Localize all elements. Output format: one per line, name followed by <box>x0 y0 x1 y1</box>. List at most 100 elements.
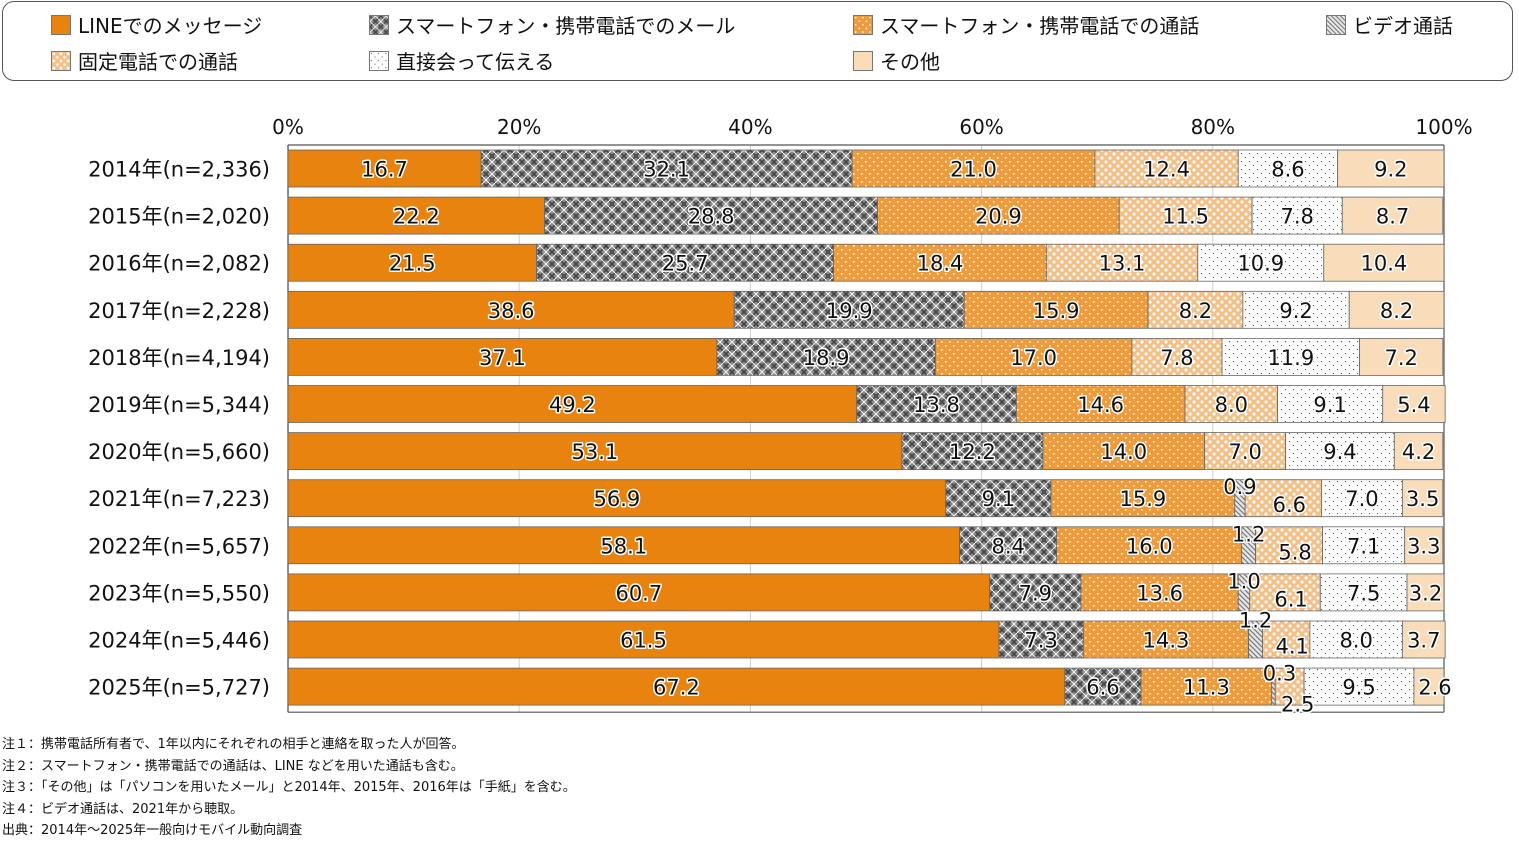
data-label: 13.8 <box>913 393 960 417</box>
legend-swatch-line <box>51 14 71 35</box>
category-label: 2014年(n=2,336) <box>88 158 270 182</box>
bar-segment-landline <box>1255 526 1324 565</box>
bar-segment-mail <box>1064 667 1142 706</box>
bar-segment-in-person <box>1309 620 1403 659</box>
note-4: 注４：ビデオ通話は、2021年から聴取。 <box>2 801 244 817</box>
data-label: 7.9 <box>1019 581 1052 605</box>
chart-legend: LINEでのメッセージ スマートフォン・携帯電話でのメール スマートフォン・携帯… <box>2 1 1513 81</box>
data-label: 1.0 <box>1227 569 1260 593</box>
data-label: 15.9 <box>1033 299 1080 323</box>
data-label: 11.5 <box>1162 205 1209 229</box>
x-tick-label: 40% <box>728 115 772 139</box>
category-label: 2025年(n=5,727) <box>88 676 270 700</box>
bar-segment-other <box>1401 620 1446 659</box>
bar-segment-phone-call <box>1015 385 1186 423</box>
data-label: 7.5 <box>1347 581 1380 605</box>
bar-segment-landline <box>1262 620 1311 659</box>
bar-segment-other <box>1404 526 1444 565</box>
bar-segment-in-person <box>1322 526 1406 565</box>
bar-segment-phone-call <box>1042 432 1206 471</box>
bar-segment-landline <box>1094 149 1239 188</box>
data-label: 8.0 <box>1339 629 1372 653</box>
bar-segment-landline <box>1204 432 1287 471</box>
bar-segment-mail <box>856 385 1017 423</box>
data-label: 58.1 <box>600 534 647 558</box>
legend-label: 固定電話での通話 <box>78 50 238 74</box>
data-label: 7.1 <box>1347 534 1380 558</box>
data-label: 7.8 <box>1160 346 1193 370</box>
data-label: 18.4 <box>917 252 964 276</box>
data-label: 5.4 <box>1397 393 1430 417</box>
bar-segment-line <box>287 526 961 565</box>
legend-label: スマートフォン・携帯電話での通話 <box>880 14 1200 38</box>
data-label: 0.3 <box>1263 662 1296 686</box>
note-2: 注２：スマートフォン・携帯電話での通話は、LINE などを用いた通話も含む。 <box>2 758 464 774</box>
bar-segment-landline <box>1274 667 1305 706</box>
bar-segment-in-person <box>1251 196 1343 235</box>
bar-segment-phone-call <box>1082 620 1250 659</box>
legend-item-video: ビデオ通話 <box>1326 10 1453 39</box>
bar-segment-in-person <box>1321 479 1403 518</box>
x-tick-label: 80% <box>1191 115 1235 139</box>
legend-label: ビデオ通話 <box>1353 14 1453 38</box>
data-label: 61.5 <box>620 629 667 653</box>
bar-segment-landline <box>1244 479 1322 518</box>
data-label: 56.9 <box>593 487 640 511</box>
legend-label: 直接会って伝える <box>396 50 555 74</box>
bar-segment-line <box>287 573 991 612</box>
legend-swatch-mail <box>369 14 389 35</box>
data-label: 17.0 <box>1010 346 1057 370</box>
x-tick-label: 60% <box>959 115 1003 139</box>
bar-segment-phone-call <box>877 196 1120 235</box>
data-label: 3.3 <box>1407 534 1440 558</box>
data-label: 21.5 <box>389 252 436 276</box>
bar-segment-phone-call <box>934 337 1133 376</box>
category-label: 2015年(n=2,020) <box>88 205 270 229</box>
data-label: 15.9 <box>1119 487 1166 511</box>
data-label: 20.9 <box>975 205 1022 229</box>
bar-segment-in-person <box>1237 149 1339 188</box>
bar-segment-other <box>1393 432 1444 471</box>
bar-segment-mail <box>544 196 878 235</box>
data-label: 10.9 <box>1237 252 1284 276</box>
bar-segment-mail <box>959 526 1058 565</box>
data-label: 22.2 <box>393 205 440 229</box>
bar-segment-mail <box>989 573 1082 612</box>
bar-segment-other <box>1341 196 1444 235</box>
data-label: 9.1 <box>1313 393 1346 417</box>
category-label: 2023年(n=5,550) <box>88 581 270 605</box>
bar-segment-phone-call <box>1056 526 1243 565</box>
bar-segment-phone-call <box>963 290 1149 329</box>
data-label: 21.0 <box>950 158 997 182</box>
category-label: 2024年(n=5,446) <box>88 629 270 653</box>
data-label: 11.3 <box>1183 676 1230 700</box>
bar-segment-phone-call <box>851 149 1096 188</box>
data-label: 2.5 <box>1281 693 1314 717</box>
legend-swatch-in-person <box>369 50 389 71</box>
data-label: 2.6 <box>1418 676 1451 700</box>
bar-segment-landline <box>1131 337 1223 376</box>
bar-segment-line <box>287 337 718 376</box>
data-label: 11.9 <box>1267 346 1314 370</box>
bar-segment-mail <box>733 290 965 329</box>
category-label: 2021年(n=7,223) <box>88 487 270 511</box>
data-label: 7.8 <box>1280 205 1313 229</box>
bar-segment-phone-call <box>1080 573 1239 612</box>
data-label: 19.9 <box>826 299 873 323</box>
bar-segment-in-person <box>1319 573 1408 612</box>
legend-item-other: その他 <box>853 46 940 75</box>
bar-segment-landline <box>1118 196 1253 235</box>
data-label: 49.2 <box>549 393 596 417</box>
data-label: 8.2 <box>1380 299 1413 323</box>
data-label: 13.6 <box>1136 581 1183 605</box>
x-tick-label: 0% <box>272 115 304 139</box>
data-label: 8.2 <box>1179 299 1212 323</box>
data-label: 5.8 <box>1278 540 1311 564</box>
legend-item-mail: スマートフォン・携帯電話でのメール <box>369 10 735 39</box>
data-label: 9.5 <box>1342 676 1375 700</box>
data-label: 13.1 <box>1099 252 1146 276</box>
x-tick-label: 20% <box>497 115 541 139</box>
bar-segment-line <box>287 196 546 235</box>
data-label: 14.6 <box>1077 393 1124 417</box>
bar-segment-phone-call <box>833 243 1047 282</box>
